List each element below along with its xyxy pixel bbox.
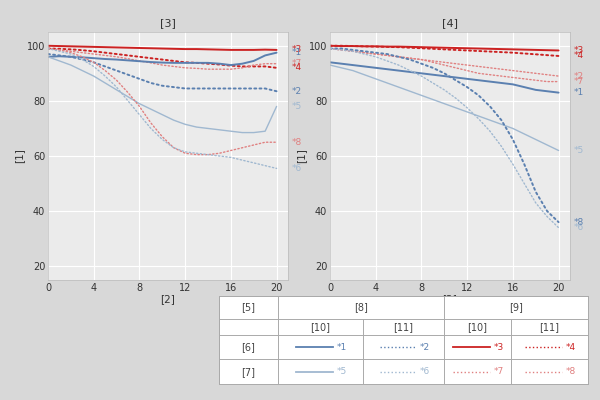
Text: *8: *8	[574, 218, 584, 227]
Text: [11]: [11]	[394, 322, 413, 332]
Text: *7: *7	[494, 367, 504, 376]
Text: *4: *4	[574, 52, 584, 60]
Text: *2: *2	[292, 87, 302, 96]
Text: *4: *4	[292, 63, 302, 72]
Text: *7: *7	[292, 59, 302, 68]
Text: [11]: [11]	[539, 322, 559, 332]
Text: [10]: [10]	[310, 322, 331, 332]
Text: *2: *2	[574, 72, 584, 80]
Text: *6: *6	[292, 164, 302, 173]
Text: *4: *4	[566, 342, 576, 352]
Text: *3: *3	[574, 46, 584, 55]
Y-axis label: [1]: [1]	[14, 148, 24, 164]
Text: *3: *3	[494, 342, 504, 352]
Text: *8: *8	[566, 367, 576, 376]
Text: *3: *3	[292, 46, 302, 54]
Y-axis label: [1]: [1]	[296, 148, 306, 164]
X-axis label: [2]: [2]	[161, 294, 175, 304]
Text: [5]: [5]	[242, 302, 256, 312]
Text: *8: *8	[292, 138, 302, 147]
Text: *5: *5	[292, 102, 302, 111]
Text: [8]: [8]	[354, 302, 368, 312]
Text: *2: *2	[420, 342, 430, 352]
Text: *1: *1	[292, 48, 302, 57]
Text: *6: *6	[574, 223, 584, 232]
Text: *7: *7	[574, 77, 584, 86]
X-axis label: [2]: [2]	[443, 294, 457, 304]
Text: [6]: [6]	[242, 342, 256, 352]
Text: [7]: [7]	[242, 367, 256, 377]
Title: [4]: [4]	[442, 18, 458, 28]
Text: *1: *1	[337, 342, 347, 352]
Text: *1: *1	[574, 88, 584, 97]
Text: [9]: [9]	[509, 302, 523, 312]
Title: [3]: [3]	[160, 18, 176, 28]
Text: *5: *5	[574, 146, 584, 155]
Text: [10]: [10]	[467, 322, 487, 332]
Text: *6: *6	[420, 367, 430, 376]
Text: *5: *5	[337, 367, 347, 376]
